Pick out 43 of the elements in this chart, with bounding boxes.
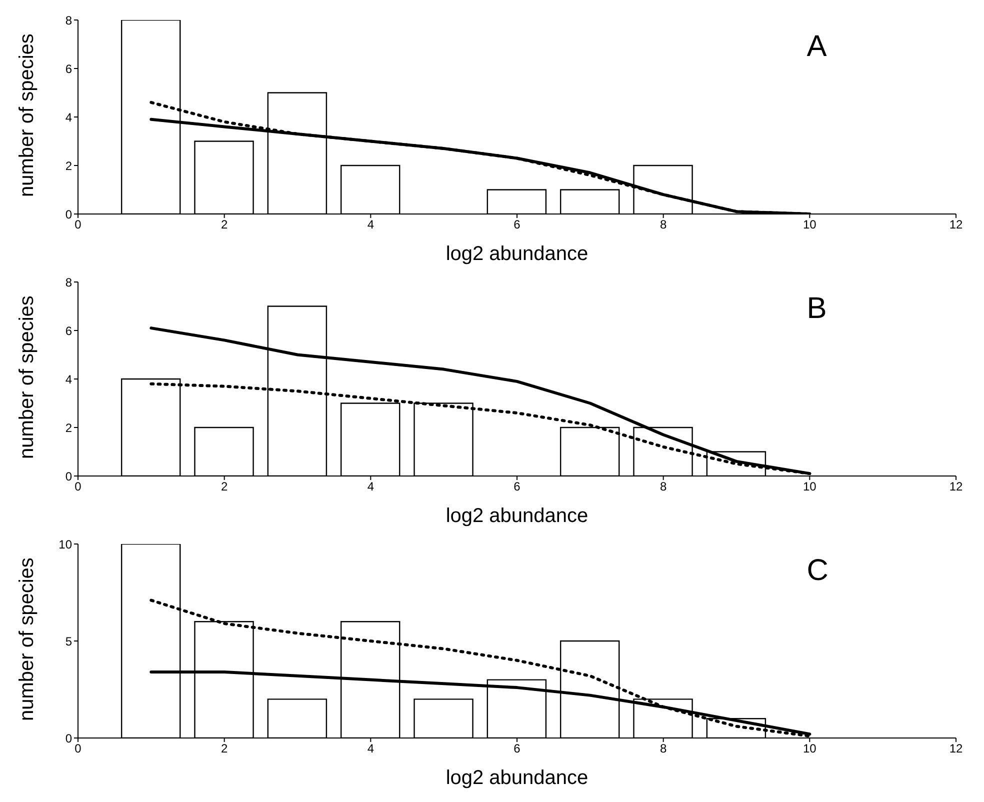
y-tick-label: 4 — [65, 372, 72, 386]
y-axis-title: number of species — [16, 34, 38, 197]
x-tick-label: 4 — [367, 218, 374, 232]
x-tick-label: 10 — [802, 480, 817, 494]
x-axis-title: log2 abundance — [446, 767, 588, 789]
x-tick-label: 12 — [949, 480, 963, 494]
x-tick-label: 8 — [660, 742, 667, 756]
y-tick-label: 2 — [65, 420, 72, 435]
y-tick-label: 4 — [65, 110, 72, 124]
y-tick-label: 5 — [65, 634, 72, 648]
x-tick-label: 2 — [220, 742, 228, 756]
x-tick-label: 8 — [660, 480, 667, 494]
y-tick-label: 8 — [65, 275, 72, 290]
y-tick-label: 10 — [58, 537, 72, 552]
y-tick-label: 0 — [65, 207, 72, 222]
x-tick-label: 0 — [74, 480, 82, 494]
x-tick-label: 12 — [949, 742, 963, 756]
y-tick-label: 6 — [65, 62, 72, 76]
y-tick-label: 0 — [65, 731, 72, 746]
y-tick-label: 2 — [65, 158, 72, 173]
y-tick-label: 6 — [65, 324, 72, 338]
x-tick-label: 6 — [514, 742, 521, 756]
x-axis-title: log2 abundance — [446, 243, 588, 265]
x-tick-label: 4 — [367, 742, 374, 756]
x-tick-label: 0 — [74, 218, 82, 232]
x-tick-label: 2 — [220, 480, 228, 494]
y-axis-title: number of species — [16, 296, 38, 459]
x-tick-label: 8 — [660, 218, 667, 232]
y-tick-label: 0 — [65, 469, 72, 484]
annotation: A — [806, 30, 827, 64]
x-tick-label: 10 — [802, 218, 817, 232]
x-tick-label: 12 — [949, 218, 963, 232]
y-axis-title: number of species — [16, 558, 38, 721]
x-axis-title: log2 abundance — [446, 505, 588, 527]
y-tick-label: 8 — [65, 13, 72, 28]
x-tick-label: 4 — [367, 480, 374, 494]
x-tick-label: 0 — [74, 742, 82, 756]
annotation: B — [806, 292, 827, 326]
x-tick-label: 6 — [514, 218, 521, 232]
annotation: C — [806, 554, 828, 588]
x-tick-label: 2 — [220, 218, 228, 232]
x-tick-label: 6 — [514, 480, 521, 494]
x-tick-label: 10 — [802, 742, 817, 756]
